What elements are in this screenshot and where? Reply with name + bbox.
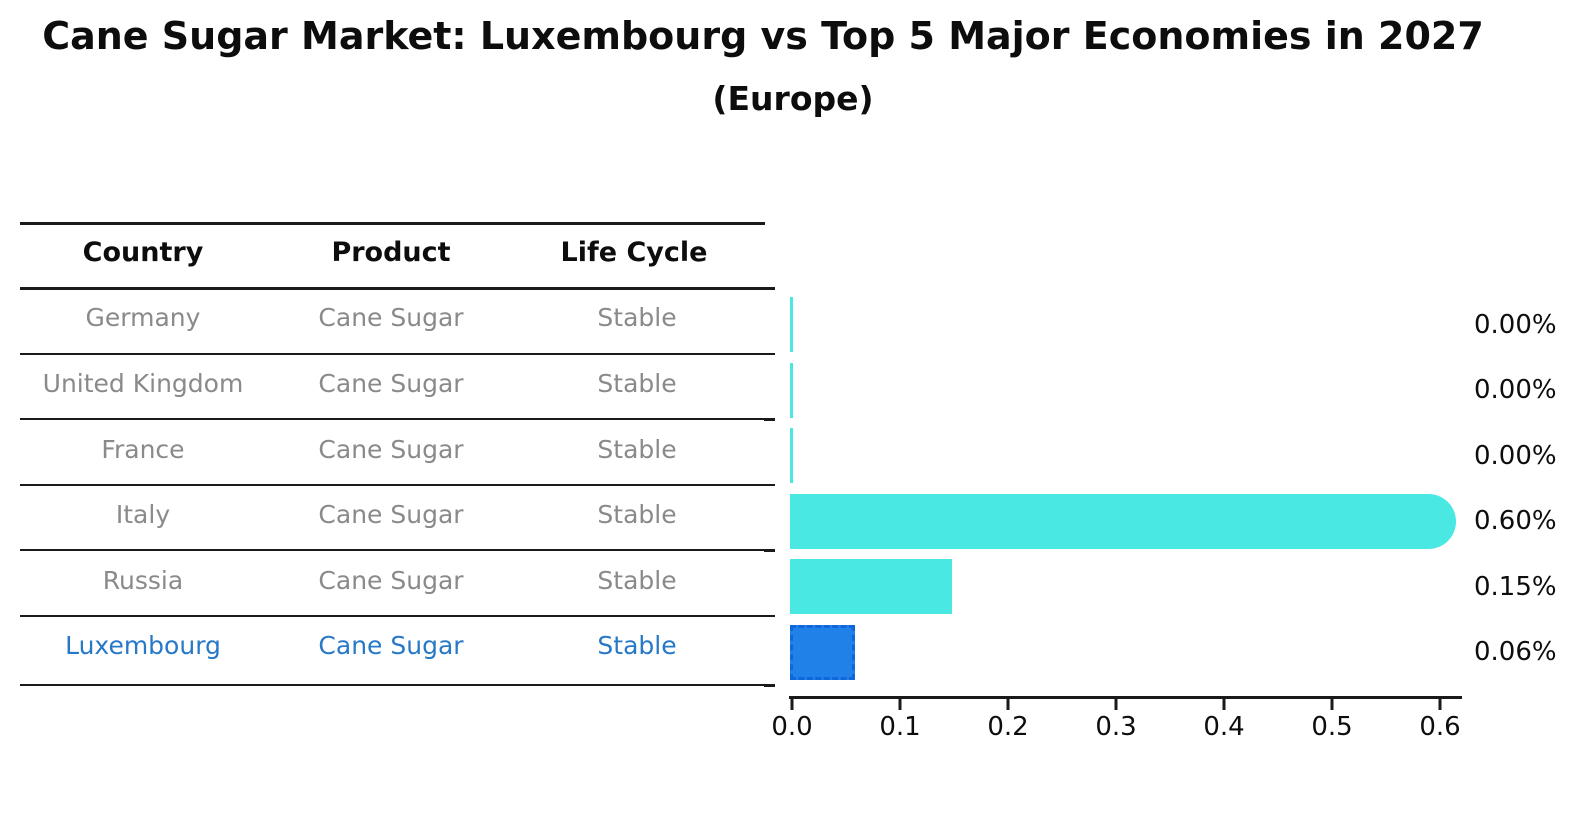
- cell-product: Cane Sugar: [318, 631, 464, 660]
- y-tick-mark: [764, 287, 775, 290]
- table-bottom-border: [20, 684, 765, 686]
- bar-united-kingdom: [790, 362, 793, 418]
- value-label-italy: 0.60%: [1474, 506, 1557, 536]
- cell-life-cycle: Stable: [597, 565, 677, 595]
- x-tick-mark: [1438, 699, 1442, 710]
- x-tick-label: 0.3: [1095, 712, 1137, 742]
- chart-title: Cane Sugar Market: Luxembourg vs Top 5 M…: [42, 14, 1484, 58]
- table-row-divider: [20, 549, 765, 551]
- cell-country: Luxembourg: [65, 631, 221, 660]
- cell-life-cycle: Stable: [597, 500, 677, 529]
- y-tick-mark: [764, 684, 775, 687]
- cell-product: Cane Sugar: [318, 565, 464, 595]
- y-tick-mark: [764, 418, 775, 421]
- chart-subtitle: (Europe): [712, 79, 874, 118]
- value-label-france: 0.00%: [1474, 440, 1557, 471]
- x-tick-label: 0.1: [879, 712, 921, 742]
- cell-life-cycle: Stable: [597, 434, 677, 464]
- bar-russia: [790, 559, 952, 614]
- x-tick-label: 0.6: [1419, 712, 1461, 742]
- column-header-country: Country: [82, 237, 204, 268]
- x-tick-mark: [1006, 699, 1010, 710]
- cell-country: France: [101, 434, 185, 464]
- table-row-divider: [20, 418, 765, 420]
- cell-country: United Kingdom: [42, 369, 244, 398]
- bar-italy: [790, 493, 1456, 549]
- cell-product: Cane Sugar: [318, 303, 464, 332]
- x-tick-mark: [790, 699, 794, 710]
- x-tick-mark: [1330, 699, 1334, 710]
- x-tick-label: 0.2: [987, 712, 1029, 742]
- table-header-divider: [20, 287, 765, 290]
- y-tick-mark: [764, 483, 775, 486]
- y-tick-mark: [764, 549, 775, 552]
- y-tick-mark: [764, 352, 775, 355]
- value-label-luxembourg: 0.06%: [1474, 637, 1557, 667]
- x-tick-mark: [898, 699, 902, 710]
- bar-luxembourg: [790, 624, 855, 680]
- cell-country: Italy: [115, 500, 171, 529]
- y-tick-mark: [764, 614, 775, 617]
- table-row-divider: [20, 614, 765, 617]
- column-header-product: Product: [331, 237, 451, 268]
- cell-product: Cane Sugar: [318, 500, 464, 529]
- column-header-life-cycle: Life Cycle: [560, 237, 708, 268]
- bar-germany: [790, 297, 793, 352]
- value-label-germany: 0.00%: [1474, 309, 1557, 340]
- cell-life-cycle: Stable: [597, 631, 677, 660]
- cell-product: Cane Sugar: [318, 434, 464, 464]
- value-label-united-kingdom: 0.00%: [1474, 375, 1557, 405]
- x-tick-label: 0.0: [771, 712, 813, 742]
- cell-product: Cane Sugar: [318, 369, 464, 398]
- cell-life-cycle: Stable: [597, 369, 677, 398]
- bar-france: [790, 428, 793, 483]
- table-top-border: [20, 222, 765, 225]
- table-row-divider: [20, 352, 765, 355]
- table-row-divider: [20, 483, 765, 486]
- cell-country: Germany: [85, 303, 201, 332]
- cell-country: Russia: [102, 565, 184, 595]
- x-tick-label: 0.4: [1203, 712, 1245, 742]
- x-tick-label: 0.5: [1311, 712, 1353, 742]
- value-label-russia: 0.15%: [1474, 571, 1557, 602]
- x-tick-mark: [1114, 699, 1118, 710]
- cell-life-cycle: Stable: [597, 303, 677, 332]
- x-axis-line: [789, 696, 1462, 699]
- x-tick-mark: [1222, 699, 1226, 710]
